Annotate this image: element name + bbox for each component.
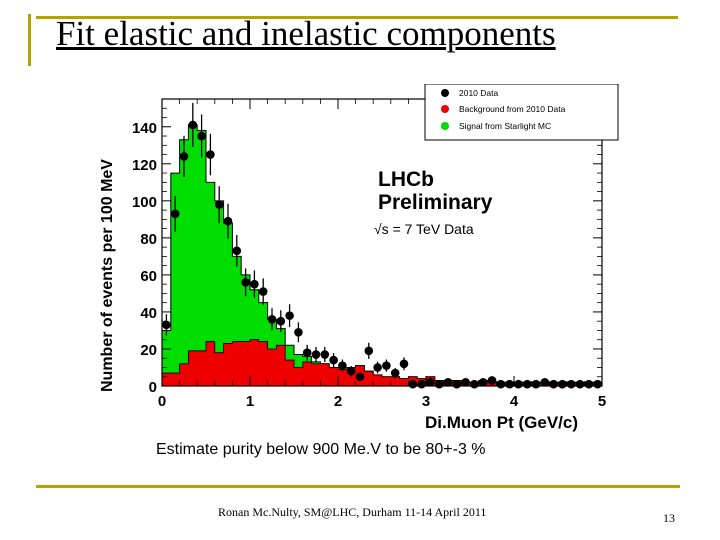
data-point xyxy=(179,152,189,161)
data-point xyxy=(338,361,347,370)
data-point xyxy=(575,379,585,389)
y-tick-label: 140 xyxy=(132,120,157,137)
legend-background-label: Background from 2010 Data xyxy=(459,104,566,114)
data-point xyxy=(294,328,303,337)
data-point xyxy=(276,316,286,326)
legend-signal-label: Signal from Starlight MC xyxy=(459,121,551,131)
data-point xyxy=(206,150,215,159)
data-point xyxy=(434,379,444,389)
data-point xyxy=(390,368,400,378)
data-point xyxy=(311,350,321,359)
data-point xyxy=(399,359,409,369)
data-point xyxy=(267,315,277,324)
data-point xyxy=(232,246,242,256)
data-point xyxy=(408,379,418,389)
y-tick-label: 60 xyxy=(140,268,157,285)
data-point xyxy=(285,311,294,320)
data-point xyxy=(382,361,391,370)
data-point xyxy=(170,209,180,219)
data-point xyxy=(452,379,462,389)
data-point xyxy=(566,379,576,389)
x-tick-label: 3 xyxy=(422,393,430,410)
data-point xyxy=(258,287,268,296)
data-point xyxy=(470,379,479,389)
footer-divider xyxy=(36,485,680,488)
data-point xyxy=(461,377,470,387)
x-tick-label: 4 xyxy=(510,393,519,410)
page-number: 13 xyxy=(663,511,675,525)
x-tick-label: 2 xyxy=(334,393,342,410)
data-point xyxy=(373,363,382,372)
y-tick-label: 100 xyxy=(132,194,157,211)
data-point xyxy=(223,216,233,226)
data-point xyxy=(593,379,602,389)
legend-signal-marker xyxy=(441,122,449,130)
y-tick-label: 20 xyxy=(140,342,157,359)
data-point xyxy=(531,379,541,389)
data-point xyxy=(505,379,514,389)
y-tick-label: 40 xyxy=(140,305,157,322)
data-point xyxy=(584,379,594,389)
data-point xyxy=(443,377,453,387)
title-accent-horizontal xyxy=(36,16,678,19)
x-tick-label: 5 xyxy=(598,393,606,410)
data-point xyxy=(417,379,426,389)
y-tick-label: 120 xyxy=(132,157,157,174)
footer-text: Ronan Mc.Nulty, SM@LHC, Durham 11-14 Apr… xyxy=(218,505,487,519)
data-point xyxy=(487,376,497,385)
data-point xyxy=(426,377,435,387)
data-point xyxy=(558,379,567,389)
data-point xyxy=(346,366,356,376)
experiment-label: LHCb xyxy=(378,168,434,191)
data-point xyxy=(197,131,206,141)
data-point xyxy=(162,320,171,330)
x-axis-label: Di.Muon Pt (GeV/c) xyxy=(425,413,578,432)
y-tick-label: 0 xyxy=(149,379,157,396)
histogram-chart: 0 20 40 60 80 100 120 140 0 1 2 3 4 5 2010 Data Backg… xyxy=(99,84,619,432)
energy-label: √s = 7 TeV Data xyxy=(374,221,474,237)
x-tick-label: 0 xyxy=(158,393,166,410)
title-accent-vertical xyxy=(28,14,31,66)
y-axis-label: Number of events per 100 MeV xyxy=(99,159,116,392)
plot-layer: 0 20 40 60 80 100 120 140 0 1 2 3 4 5 xyxy=(132,98,606,410)
data-point xyxy=(496,379,506,389)
slide-title: Fit elastic and inelastic components xyxy=(56,14,556,53)
legend: 2010 Data Background from 2010 Data Sign… xyxy=(424,84,619,141)
data-point xyxy=(214,200,224,209)
data-point xyxy=(329,355,338,365)
data-point xyxy=(549,379,558,389)
y-tick-label: 80 xyxy=(140,231,157,248)
purity-caption: Estimate purity below 900 Me.V to be 80+… xyxy=(156,441,486,458)
data-point xyxy=(241,278,250,287)
data-point xyxy=(302,348,312,357)
plot-frame xyxy=(161,98,603,387)
data-point xyxy=(188,120,198,130)
data-point xyxy=(355,372,365,382)
legend-box xyxy=(424,84,619,141)
data-point xyxy=(250,279,259,289)
data-point xyxy=(364,346,374,356)
legend-data-marker xyxy=(441,89,449,97)
data-point xyxy=(478,377,488,387)
data-point xyxy=(540,377,550,387)
status-label: Preliminary xyxy=(378,191,493,214)
data-point xyxy=(514,379,523,389)
x-tick-label: 1 xyxy=(246,393,254,410)
data-point xyxy=(522,379,532,389)
legend-background-marker xyxy=(441,105,449,113)
data-point xyxy=(320,350,330,359)
legend-data-label: 2010 Data xyxy=(459,88,498,98)
